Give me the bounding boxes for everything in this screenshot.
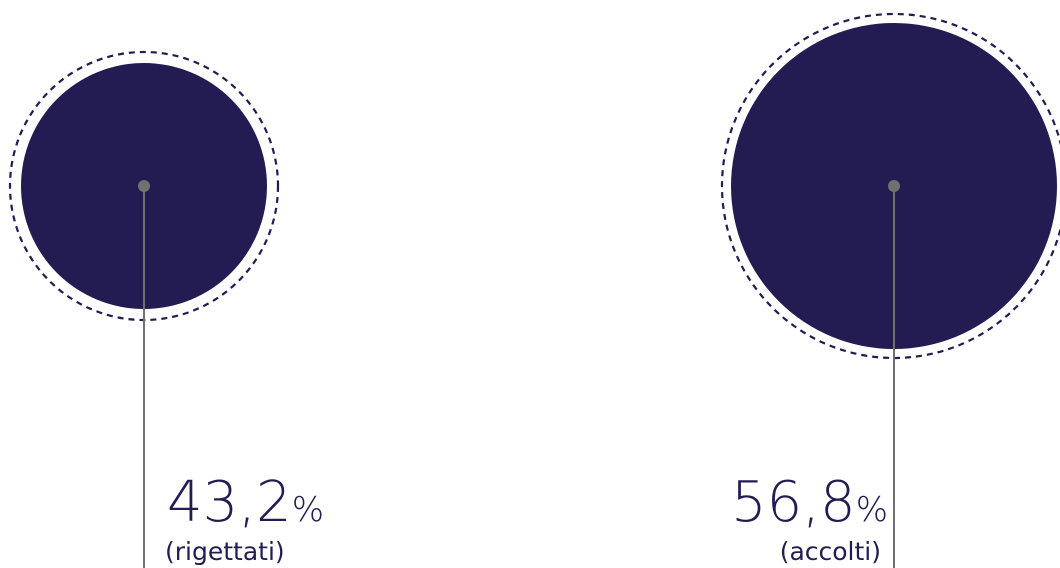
center-dot-accolti xyxy=(888,180,900,192)
value-accolti: 56,8% xyxy=(731,470,888,535)
label-rigettati: (rigettati) xyxy=(165,537,285,566)
item-accolti: 56,8% (accolti) xyxy=(720,12,1060,568)
percent-sign-rigettati: % xyxy=(292,490,324,530)
item-rigettati: 43,2% (rigettati) xyxy=(8,50,324,568)
bubble-outline-accolti xyxy=(720,12,1060,360)
value-rigettati: 43,2% xyxy=(167,470,324,535)
value-number-rigettati: 43,2 xyxy=(167,470,292,535)
center-dot-rigettati xyxy=(138,180,150,192)
label-accolti: (accolti) xyxy=(780,537,881,566)
value-number-accolti: 56,8 xyxy=(731,470,856,535)
percent-sign-accolti: % xyxy=(856,490,888,530)
